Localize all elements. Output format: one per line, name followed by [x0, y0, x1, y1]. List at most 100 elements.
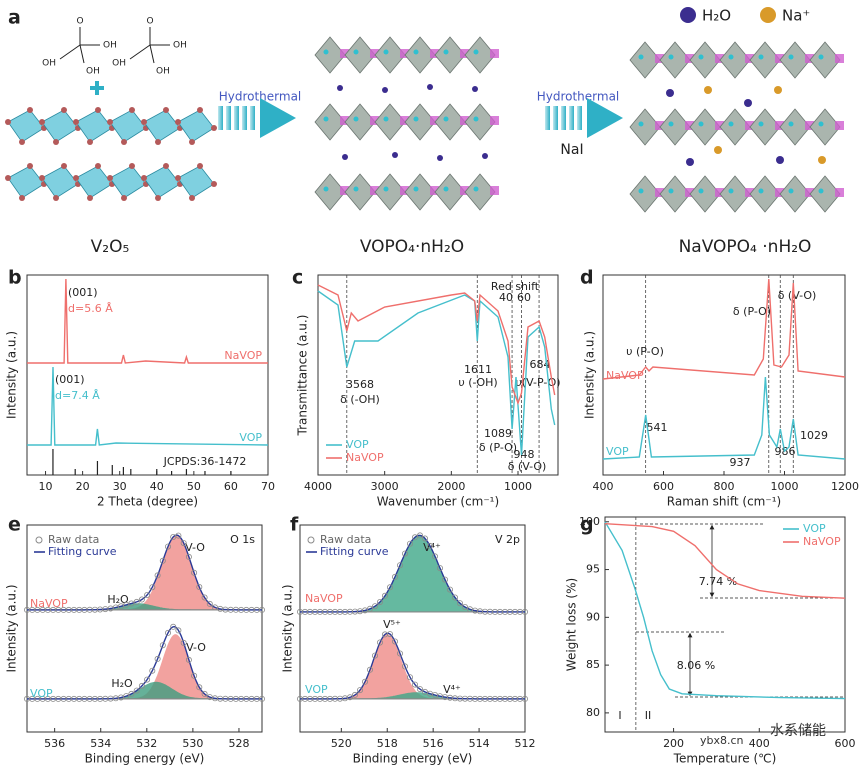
annotation: I: [618, 709, 621, 722]
phosphate: [400, 49, 409, 58]
raw-point: [128, 690, 135, 697]
raw-point: [138, 596, 145, 603]
annotation: d=7.4 Å: [55, 389, 100, 402]
atom: [107, 175, 113, 181]
polyhedron: [7, 165, 45, 199]
arrow-label: Hydrothermal: [537, 90, 620, 104]
phosphate: [370, 49, 379, 58]
atom: [87, 139, 93, 145]
phosphate: [460, 186, 469, 195]
g-arrows: [636, 523, 845, 698]
annotation: 8.06 %: [677, 659, 715, 672]
panel-label: c: [292, 267, 303, 289]
y-tick-label: 80: [586, 706, 600, 719]
raw-point: [196, 584, 203, 591]
x-tick-label: 20: [76, 480, 90, 493]
phosphate: [400, 116, 409, 125]
raw-point: [123, 693, 130, 700]
raw-point: [401, 550, 408, 557]
arrow-stripe: [577, 106, 582, 130]
phosphate: [400, 186, 409, 195]
legend-label: NaVOP: [346, 451, 384, 464]
component-label: V-O: [186, 641, 206, 654]
x-tick-label: 530: [182, 737, 203, 750]
atom: [121, 195, 127, 201]
y-tick-label: 90: [586, 610, 600, 623]
component-label: V⁵⁺: [383, 618, 401, 631]
atom: [788, 54, 794, 60]
water: [427, 84, 433, 90]
phosphate: [745, 54, 754, 63]
water: [392, 152, 398, 158]
raw-point: [128, 600, 135, 607]
phosphate: [370, 116, 379, 125]
atom-label: OH: [112, 59, 126, 69]
plot-frame: [604, 516, 846, 733]
phosphate: [655, 188, 664, 197]
raw-point: [371, 652, 378, 659]
raw-point: [421, 535, 428, 542]
arrow-head: [587, 98, 623, 138]
x-tick-label: 60: [224, 480, 238, 493]
watermark: ybx8.cn: [700, 734, 744, 747]
raw-point: [396, 562, 403, 569]
x-axis-label: Binding energy (eV): [353, 752, 473, 766]
x-tick-label: 536: [44, 737, 65, 750]
atom: [443, 186, 449, 192]
raw-point: [416, 532, 423, 539]
plot-frame: [26, 274, 269, 476]
legend-swatch: [35, 536, 43, 544]
arrow-stripe: [242, 106, 247, 130]
raw-point: [451, 594, 458, 601]
raw-point: [386, 631, 393, 638]
series-label: VOP: [606, 445, 629, 458]
annotation: 986: [775, 445, 796, 458]
atom: [61, 163, 67, 169]
spectrum-label: NaVOP: [30, 597, 68, 610]
x-tick-label: 2000: [437, 480, 465, 493]
water: [744, 99, 752, 107]
phosphate: [805, 121, 814, 130]
plot-frame: [26, 524, 263, 733]
raw-point: [185, 553, 192, 560]
atom: [175, 119, 181, 125]
phosphate: [490, 49, 499, 58]
polyhedron: [177, 165, 215, 199]
atom-label: O: [76, 17, 83, 27]
raw-point: [406, 674, 413, 681]
raw-point: [175, 532, 182, 539]
raw-point: [201, 594, 208, 601]
phosphate: [490, 186, 499, 195]
arrow-stripe: [545, 106, 550, 130]
annotation: δ (V-O): [508, 460, 547, 473]
annotation: δ (-OH): [340, 393, 380, 406]
legend-label: Fitting curve: [48, 545, 117, 558]
atom: [728, 188, 734, 194]
phosphate: [460, 116, 469, 125]
x-tick-label: 400: [749, 737, 770, 750]
raw-point: [386, 584, 393, 591]
x-tick-label: 534: [90, 737, 111, 750]
atom: [638, 121, 644, 127]
annotation: 541: [647, 421, 668, 434]
panel-label: d: [580, 267, 594, 289]
x-tick-label: 3000: [371, 480, 399, 493]
component-label: H₂O: [111, 677, 133, 690]
raw-point: [258, 695, 265, 702]
series-line: [317, 290, 556, 456]
raw-point: [396, 650, 403, 657]
atom-label: OH: [156, 67, 170, 77]
annotation: (001): [55, 373, 85, 386]
annotation: δ (P-O): [733, 305, 771, 318]
raw-point: [411, 681, 418, 688]
raw-point: [149, 667, 156, 674]
reference-label: JCPDS:36-1472: [163, 455, 247, 468]
raw-point: [258, 606, 265, 613]
x-tick-label: 10: [39, 480, 53, 493]
raw-point: [426, 542, 433, 549]
atom: [189, 139, 195, 145]
phosphate: [835, 121, 844, 130]
raw-point: [376, 599, 383, 606]
series-line: [604, 521, 846, 700]
atom: [788, 188, 794, 194]
